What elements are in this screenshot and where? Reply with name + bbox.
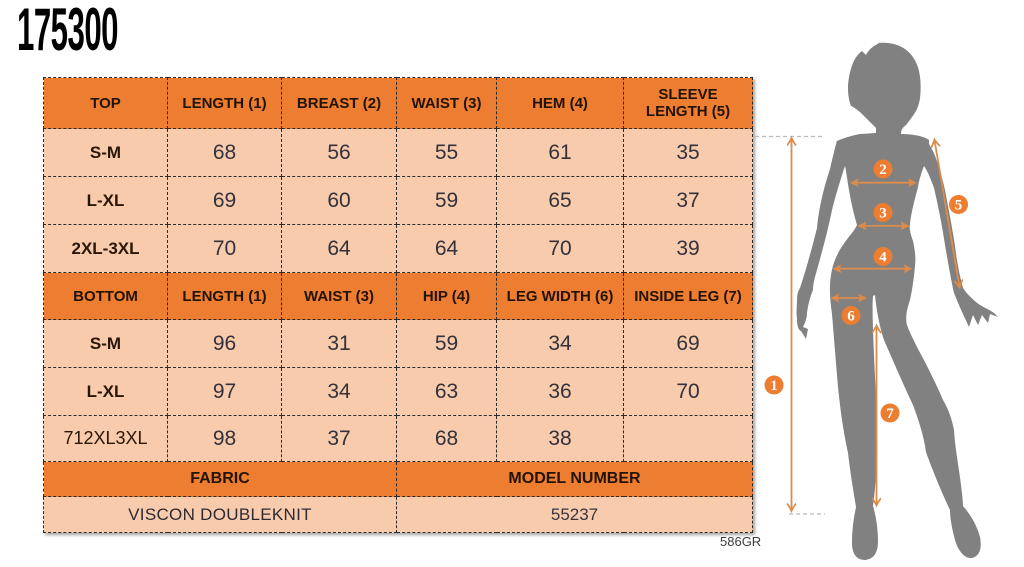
- svg-text:1: 1: [770, 378, 778, 394]
- svg-text:7: 7: [886, 406, 894, 422]
- svg-text:4: 4: [879, 250, 887, 266]
- svg-text:6: 6: [847, 309, 855, 325]
- svg-text:3: 3: [879, 206, 887, 222]
- svg-text:5: 5: [955, 198, 963, 214]
- svg-text:2: 2: [879, 162, 887, 178]
